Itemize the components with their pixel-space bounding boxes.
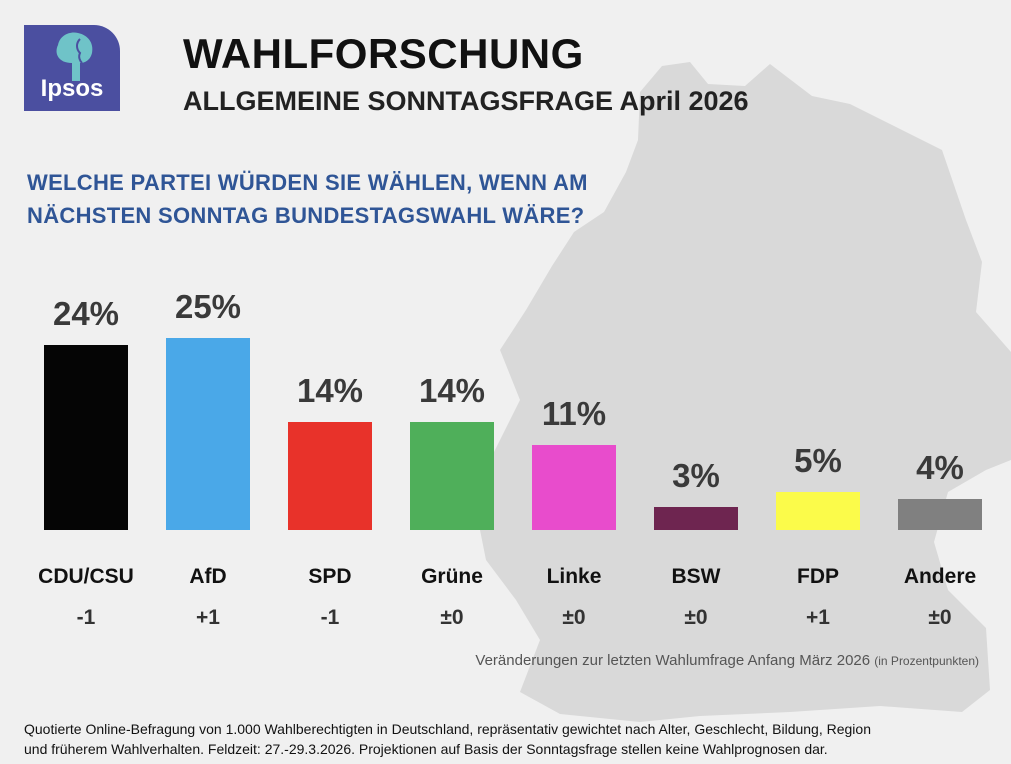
category-label-linke: Linke — [546, 565, 602, 588]
value-label-fdp: 5% — [794, 441, 842, 479]
bar-spd — [288, 422, 372, 530]
bar-linke — [532, 445, 616, 530]
change-note-main: Veränderungen zur letzten Wahlumfrage An… — [475, 652, 871, 669]
bar-fdp — [776, 491, 860, 530]
category-label-spd: SPD — [308, 565, 352, 588]
value-label-andere: 4% — [916, 449, 964, 487]
value-label-afd: 25% — [174, 287, 242, 325]
change-label-linke: ±0 — [562, 606, 586, 629]
change-label-afd: +1 — [196, 606, 220, 629]
footer-line-1: Quotierte Online-Befragung von 1.000 Wah… — [24, 721, 871, 737]
change-label-andere: ±0 — [928, 606, 952, 629]
bar-afd — [166, 337, 250, 530]
change-label-gr-ne: ±0 — [440, 606, 464, 629]
question-line-1: WELCHE PARTEI WÜRDEN SIE WÄHLEN, WENN AM — [27, 170, 588, 195]
footer-line-2: und früherem Wahlverhalten. Feldzeit: 27… — [24, 741, 828, 757]
footer-text: Quotierte Online-Befragung von 1.000 Wah… — [24, 719, 989, 759]
value-label-gr-ne: 14% — [418, 372, 486, 410]
bar-bsw — [654, 506, 738, 530]
ipsos-logo: Ipsos — [24, 25, 120, 111]
category-label-fdp: FDP — [797, 565, 839, 588]
bar-cdu-csu — [44, 345, 128, 530]
bar-andere — [898, 499, 982, 530]
value-label-spd: 14% — [296, 372, 364, 410]
change-label-cdu-csu: -1 — [76, 606, 96, 629]
change-note-unit: (in Prozentpunkten) — [874, 654, 979, 668]
category-label-cdu-csu: CDU/CSU — [38, 565, 134, 588]
category-label-andere: Andere — [903, 565, 977, 588]
change-label-spd: -1 — [320, 606, 340, 629]
value-label-cdu-csu: 24% — [52, 295, 120, 333]
value-label-linke: 11% — [541, 395, 607, 433]
change-label-fdp: +1 — [806, 606, 830, 629]
tree-face-icon — [56, 32, 93, 81]
category-label-gr-ne: Grüne — [421, 565, 483, 588]
question-line-2: NÄCHSTEN SONNTAG BUNDESTAGSWAHL WÄRE? — [27, 203, 585, 228]
logo-text: Ipsos — [40, 75, 104, 102]
bar-gr-ne — [410, 422, 494, 530]
change-note: Veränderungen zur letzten Wahlumfrage An… — [475, 652, 979, 669]
category-label-afd: AfD — [189, 565, 227, 588]
page-subtitle: ALLGEMEINE SONNTAGSFRAGE April 2026 — [183, 86, 749, 116]
change-label-bsw: ±0 — [684, 606, 708, 629]
value-label-bsw: 3% — [672, 456, 720, 494]
page-title: WAHLFORSCHUNG — [183, 30, 584, 77]
category-label-bsw: BSW — [671, 565, 721, 588]
